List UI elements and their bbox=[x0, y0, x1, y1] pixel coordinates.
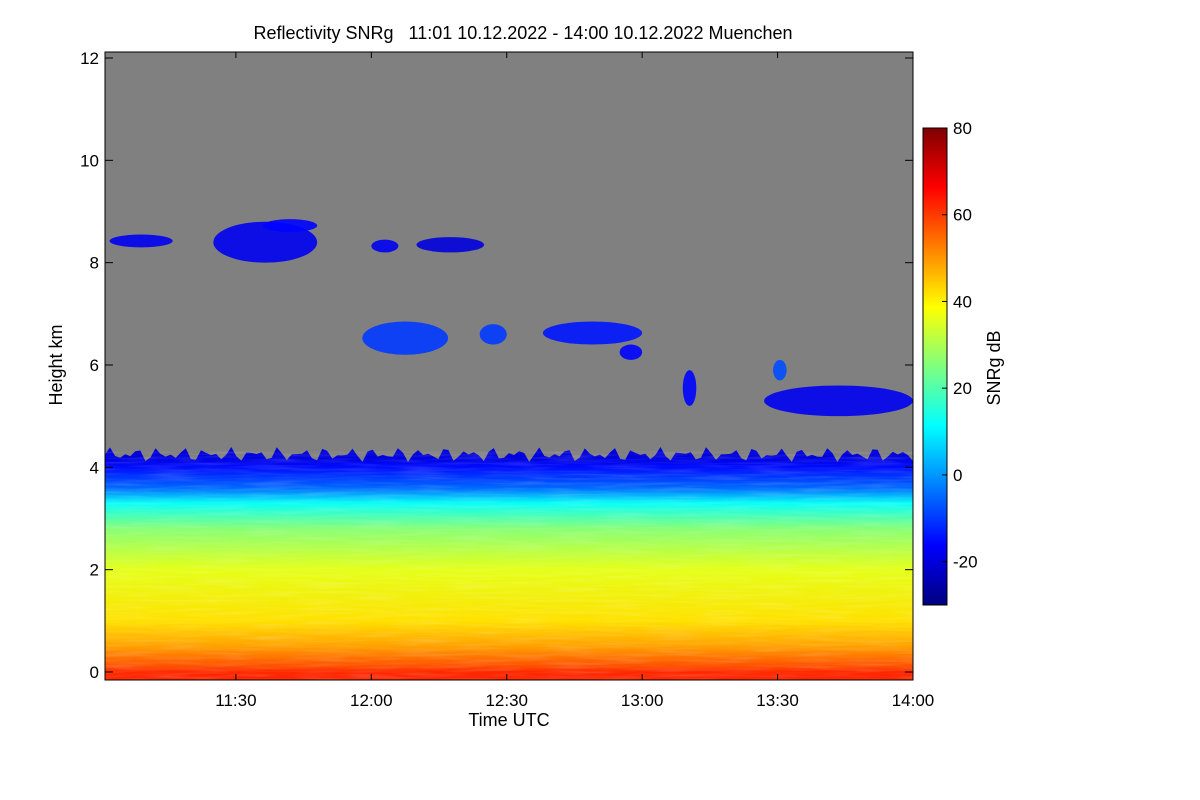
y-axis: 0 2 4 6 8 10 12 bbox=[80, 49, 913, 682]
colorbar: -20 0 20 40 60 80 bbox=[922, 119, 978, 606]
cloud-patch bbox=[764, 385, 913, 417]
colorbar-tick-label: -20 bbox=[953, 553, 978, 572]
cloud-patch bbox=[213, 221, 318, 263]
y-tick-label: 4 bbox=[90, 458, 99, 477]
colorbar-tick-label: 40 bbox=[953, 292, 972, 311]
cloud-patch bbox=[682, 370, 697, 406]
y-axis-label: Height km bbox=[46, 324, 66, 405]
x-tick-label: 11:30 bbox=[215, 691, 256, 710]
colorbar-tick-label: 20 bbox=[953, 379, 972, 398]
cloud-patches bbox=[109, 219, 913, 417]
x-axis: 11:30 12:00 12:30 13:00 13:30 14:00 bbox=[215, 52, 934, 710]
plot-area bbox=[105, 52, 913, 680]
cloud-patch bbox=[479, 324, 507, 345]
chart-title: Reflectivity SNRg 11:01 10.12.2022 - 14:… bbox=[253, 23, 792, 43]
y-tick-label: 12 bbox=[80, 49, 99, 68]
cloud-patch bbox=[542, 321, 643, 345]
x-tick-label: 12:00 bbox=[350, 691, 393, 710]
y-tick-label: 0 bbox=[90, 663, 99, 682]
cloud-patch bbox=[262, 219, 318, 232]
cloud-patch bbox=[416, 237, 485, 253]
precipitation-layer bbox=[105, 447, 913, 680]
colorbar-tick-label: 60 bbox=[953, 206, 972, 225]
y-tick-label: 2 bbox=[90, 561, 99, 580]
y-tick-label: 10 bbox=[80, 151, 99, 170]
colorbar-tick-label: 80 bbox=[953, 119, 972, 138]
cloud-patch bbox=[362, 321, 449, 355]
cloud-patch bbox=[109, 234, 173, 248]
cloud-patch bbox=[619, 344, 643, 360]
y-tick-label: 6 bbox=[90, 356, 99, 375]
x-tick-label: 12:30 bbox=[485, 691, 528, 710]
colorbar-gradient bbox=[922, 127, 948, 606]
x-axis-label: Time UTC bbox=[468, 710, 549, 730]
cloud-patch bbox=[773, 359, 787, 381]
fallstreak-texture bbox=[105, 451, 913, 680]
colorbar-label: SNRg dB bbox=[984, 330, 1004, 405]
cloud-patch bbox=[371, 239, 399, 253]
colorbar-ticks: -20 0 20 40 60 80 bbox=[942, 119, 978, 572]
plot-frame bbox=[104, 51, 914, 681]
x-tick-label: 14:00 bbox=[892, 691, 935, 710]
colorbar-tick-label: 0 bbox=[953, 466, 962, 485]
y-tick-label: 8 bbox=[90, 254, 99, 273]
x-tick-label: 13:30 bbox=[756, 691, 799, 710]
x-tick-label: 13:00 bbox=[621, 691, 664, 710]
